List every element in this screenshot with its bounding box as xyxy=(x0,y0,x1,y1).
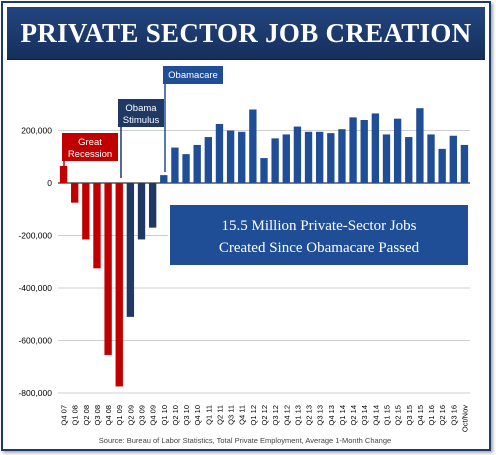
y-tick-label: -600,000 xyxy=(18,336,52,346)
x-tick-label: Q3 13 xyxy=(316,405,325,425)
bar-q4-09 xyxy=(148,183,157,228)
annotation-box xyxy=(62,133,118,161)
bar-q2-15 xyxy=(393,118,402,183)
x-tick-label: Q1 12 xyxy=(249,405,258,425)
x-tick-label: Q2 08 xyxy=(82,405,91,425)
bar-q4-15 xyxy=(416,108,424,183)
x-tick-label: Q3 14 xyxy=(360,405,369,425)
x-tick-label: Q4 09 xyxy=(149,405,158,425)
bar-q3-12 xyxy=(271,138,279,183)
bar-oct-nov xyxy=(460,144,469,183)
x-tick-label: Q2 14 xyxy=(349,405,358,425)
x-tick-label: Q2 15 xyxy=(394,405,403,425)
x-tick-label: Q3 09 xyxy=(138,405,147,425)
x-tick-label: Q4 15 xyxy=(416,405,425,425)
callout-line-1: 15.5 Million Private-Sector Jobs xyxy=(222,218,417,234)
x-tick-label: Q4 10 xyxy=(193,405,202,425)
bar-q1-16 xyxy=(427,134,435,183)
bar-q1-12 xyxy=(249,109,257,183)
x-tick-label: Q2 09 xyxy=(126,405,135,425)
bar-q4-10 xyxy=(193,144,201,183)
bar-q3-08 xyxy=(93,183,101,269)
x-tick-label: Q4 12 xyxy=(282,405,291,425)
bar-q2-16 xyxy=(438,148,446,183)
bar-q2-09 xyxy=(126,183,135,317)
y-tick-label: -200,000 xyxy=(18,231,52,241)
x-tick-label: Q2 10 xyxy=(171,405,180,425)
chart-title: PRIVATE SECTOR JOB CREATION xyxy=(20,17,472,48)
bar-q4-11 xyxy=(238,131,246,183)
bar-q3-16 xyxy=(449,135,457,183)
x-tick-label: Q3 15 xyxy=(405,405,414,425)
bar-q1-13 xyxy=(293,126,302,183)
y-tick-label: 200,000 xyxy=(21,126,52,136)
x-tick-label: Q3 12 xyxy=(271,405,280,425)
y-tick-label: 0 xyxy=(47,178,52,188)
x-tick-label: Q1 10 xyxy=(160,405,169,425)
x-tick-label: Q1 16 xyxy=(427,405,436,425)
source-note: Source: Bureau of Labor Statistics, Tota… xyxy=(98,436,392,445)
callout-box xyxy=(168,203,470,267)
bar-q2-13 xyxy=(304,131,313,183)
annotation-label: Recession xyxy=(68,149,112,160)
y-tick-label: -400,000 xyxy=(18,283,52,293)
x-tick-label: Q2 16 xyxy=(438,405,447,425)
annotation-box xyxy=(163,66,223,84)
bar-q3-13 xyxy=(316,131,324,183)
annotation-label: Obama xyxy=(125,103,157,114)
x-tick-label: Q3 10 xyxy=(182,405,191,425)
bar-q2-10 xyxy=(171,147,179,183)
bar-q3-14 xyxy=(360,120,368,183)
x-tick-label: Q2 13 xyxy=(305,405,314,425)
bar-q2-14 xyxy=(349,117,357,183)
x-tick-label: Q4 13 xyxy=(327,405,336,425)
bar-q1-09 xyxy=(115,183,123,387)
bar-q1-15 xyxy=(382,134,391,183)
bar-q4-14 xyxy=(371,113,380,183)
annotation-label: Stimulus xyxy=(123,115,160,126)
x-tick-label: Q4 08 xyxy=(104,405,113,425)
x-tick-label: Q3 16 xyxy=(449,405,458,425)
annotation-label: Obamacare xyxy=(168,70,218,81)
bar-q4-13 xyxy=(327,133,335,183)
x-tick-label: Q1 11 xyxy=(204,405,213,425)
x-tick-label: Q3 08 xyxy=(93,405,102,425)
x-tick-label: Q4 11 xyxy=(238,405,247,425)
bar-q3-09 xyxy=(137,183,146,240)
callout-line-2: Created Since Obamacare Passed xyxy=(219,240,420,256)
bar-q3-11 xyxy=(226,130,235,183)
bar-q1-10 xyxy=(160,175,168,183)
bar-q4-07 xyxy=(59,165,68,183)
x-tick-label: Q4 07 xyxy=(60,405,69,425)
x-tick-label: Q1 08 xyxy=(71,405,80,425)
x-tick-label: Q1 14 xyxy=(338,405,347,425)
bar-q2-08 xyxy=(82,183,90,240)
x-tick-label: Q1 13 xyxy=(293,405,302,425)
bar-q3-15 xyxy=(405,137,413,183)
title-banner: PRIVATE SECTOR JOB CREATION xyxy=(7,7,485,60)
bar-q2-11 xyxy=(215,123,224,183)
bar-q1-14 xyxy=(338,129,346,183)
x-tick-label: Q2 12 xyxy=(260,405,269,425)
x-tick-label: Q2 11 xyxy=(215,405,224,425)
y-tick-label: -800,000 xyxy=(18,388,52,398)
bar-q3-10 xyxy=(182,154,190,183)
x-tick-label: Q3 11 xyxy=(227,405,236,425)
bar-q1-08 xyxy=(71,183,79,203)
annotation-label: Great xyxy=(78,137,102,148)
x-tick-label: Oct/Nov xyxy=(460,405,469,432)
x-tick-label: Q1 09 xyxy=(115,405,124,425)
bar-q4-08 xyxy=(104,183,112,355)
bar-q4-12 xyxy=(282,134,290,183)
bar-q1-11 xyxy=(204,137,212,183)
bar-q2-12 xyxy=(260,158,268,183)
annotation-box xyxy=(118,99,164,127)
x-tick-label: Q1 15 xyxy=(382,405,391,425)
x-tick-label: Q4 14 xyxy=(371,405,380,425)
